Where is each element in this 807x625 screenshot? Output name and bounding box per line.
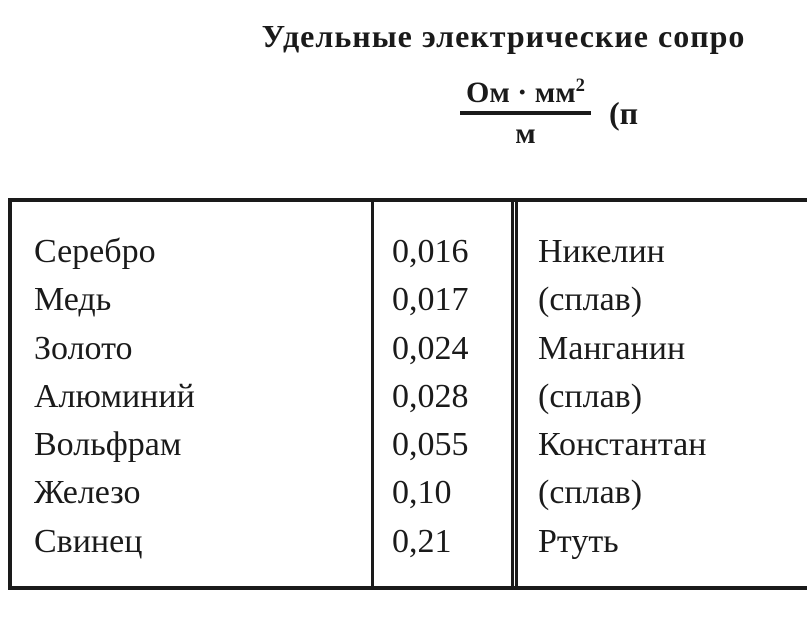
- unit-numerator-text: Ом · мм: [466, 76, 576, 109]
- table-row: 0,10: [392, 469, 501, 517]
- table-row: Ртуть: [538, 518, 789, 566]
- table-row: 0,016: [392, 228, 501, 276]
- unit-paren: (п: [609, 95, 638, 132]
- table-row: 0,055: [392, 421, 501, 469]
- column-material-right: Никелин (сплав) Манганин (сплав) Констан…: [518, 202, 807, 586]
- table-row: 0,028: [392, 373, 501, 421]
- table-row: 0,017: [392, 276, 501, 324]
- resistivity-table: Серебро Медь Золото Алюминий Вольфрам Же…: [8, 198, 807, 590]
- unit-block: Ом · мм2 м (п: [460, 76, 638, 150]
- table-row: Вольфрам: [34, 421, 353, 469]
- table-row: Медь: [34, 276, 353, 324]
- unit-denominator: м: [509, 115, 541, 150]
- table-row: Золото: [34, 325, 353, 373]
- table-row: Манганин: [538, 325, 789, 373]
- table-row: (сплав): [538, 276, 789, 324]
- page-title: Удельные электрические сопро: [0, 0, 807, 55]
- unit-numerator-sup: 2: [576, 75, 585, 96]
- table-row: (сплав): [538, 469, 789, 517]
- table-row: Железо: [34, 469, 353, 517]
- table-row: 0,024: [392, 325, 501, 373]
- table-row: (сплав): [538, 373, 789, 421]
- column-value-left: 0,016 0,017 0,024 0,028 0,055 0,10 0,21: [374, 202, 514, 586]
- unit-numerator: Ом · мм2: [460, 76, 591, 111]
- table-row: Алюминий: [34, 373, 353, 421]
- table-row: Никелин: [538, 228, 789, 276]
- unit-fraction: Ом · мм2 м: [460, 76, 591, 150]
- table-row: 0,21: [392, 518, 501, 566]
- column-material-left: Серебро Медь Золото Алюминий Вольфрам Же…: [12, 202, 374, 586]
- table-row: Свинец: [34, 518, 353, 566]
- table-row: Серебро: [34, 228, 353, 276]
- table-row: Константан: [538, 421, 789, 469]
